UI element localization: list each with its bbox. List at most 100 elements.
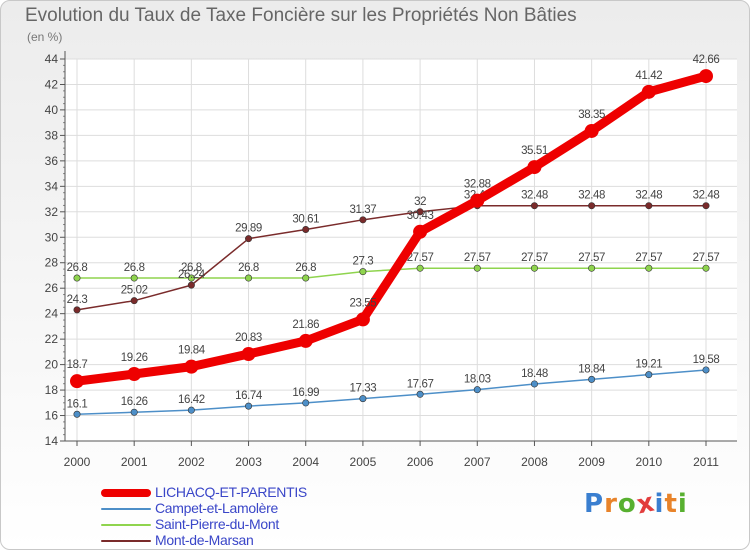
data-label: 16.1	[67, 398, 88, 410]
y-tick-label: 18	[45, 383, 59, 397]
data-point	[702, 366, 710, 374]
data-point	[530, 264, 538, 272]
data-point	[416, 208, 424, 216]
logo-letter: i	[654, 489, 665, 519]
logo-letter: o	[617, 489, 637, 519]
data-point	[73, 410, 81, 418]
data-point	[473, 386, 481, 394]
data-point	[645, 202, 653, 210]
x-tick-label: 2011	[693, 455, 719, 469]
data-label: 18.48	[521, 368, 548, 380]
data-label: 23.55	[350, 297, 377, 309]
legend-swatch	[101, 508, 151, 510]
x-tick-label: 2009	[578, 455, 605, 469]
legend-label: Mont-de-Marsan	[155, 532, 254, 548]
y-tick-label: 38	[45, 128, 59, 142]
legend-swatch	[101, 524, 151, 526]
data-point	[530, 202, 538, 210]
chart-title: Evolution du Taux de Taxe Foncière sur l…	[25, 5, 577, 26]
legend-entry: Mont-de-Marsan	[101, 532, 401, 549]
data-point	[527, 160, 542, 175]
legend-entry: LICHACQ-ET-PARENTIS	[101, 484, 401, 501]
data-label: 32.48	[635, 190, 662, 202]
data-point	[302, 225, 310, 233]
data-point	[130, 297, 138, 305]
data-point	[645, 371, 653, 379]
plot-area	[65, 59, 737, 441]
y-tick-label: 26	[45, 281, 59, 295]
data-label: 27.57	[693, 252, 720, 264]
legend-swatch	[101, 489, 151, 497]
x-tick-label: 2002	[178, 455, 205, 469]
data-point	[187, 281, 195, 289]
x-tick-label: 2008	[521, 455, 548, 469]
data-point	[584, 123, 599, 138]
data-label: 16.42	[178, 394, 205, 406]
x-tick-label: 2003	[235, 455, 262, 469]
data-label: 26.8	[67, 262, 88, 274]
data-label: 26.8	[238, 262, 259, 274]
data-point	[187, 406, 195, 414]
data-point	[73, 306, 81, 314]
data-label: 27.57	[635, 252, 662, 264]
data-label: 26.8	[295, 262, 316, 274]
data-point	[127, 367, 142, 382]
data-label: 17.67	[407, 378, 434, 390]
data-point	[359, 216, 367, 224]
data-point	[184, 359, 199, 374]
data-label: 17.33	[350, 383, 377, 395]
data-label: 32.88	[464, 179, 491, 191]
y-tick-label: 20	[45, 358, 59, 372]
logo-letter: r	[604, 489, 618, 519]
data-point	[245, 402, 253, 410]
data-label: 19.21	[635, 359, 662, 371]
data-label: 41.42	[635, 70, 662, 82]
unit-label: (en %)	[27, 30, 63, 44]
data-point	[245, 235, 253, 243]
y-tick-label: 40	[45, 103, 59, 117]
data-point	[359, 395, 367, 403]
data-point	[413, 224, 428, 239]
data-label: 18.84	[578, 363, 606, 375]
data-label: 30.43	[407, 210, 434, 222]
data-point	[241, 347, 256, 362]
y-tick-label: 44	[45, 52, 59, 66]
legend-label: Saint-Pierre-du-Mont	[155, 516, 279, 532]
data-point	[588, 202, 596, 210]
data-point	[416, 390, 424, 398]
data-label: 26.8	[124, 262, 145, 274]
data-label: 16.99	[292, 387, 319, 399]
series-line	[76, 204, 707, 311]
legend-label: LICHACQ-ET-PARENTIS	[155, 484, 307, 500]
data-label: 27.57	[407, 252, 434, 264]
logo-letter: i	[677, 489, 688, 519]
logo-letter: P	[584, 489, 605, 519]
data-point	[416, 264, 424, 272]
data-point	[473, 264, 481, 272]
y-tick-label: 16	[45, 409, 59, 423]
data-label: 27.57	[578, 252, 605, 264]
data-label: 18.03	[464, 374, 491, 386]
data-point	[130, 274, 138, 282]
x-tick-label: 2004	[292, 455, 319, 469]
data-label: 32.48	[578, 190, 605, 202]
data-point	[245, 274, 253, 282]
x-tick-label: 2006	[407, 455, 434, 469]
y-tick-label: 32	[45, 205, 59, 219]
series-line	[72, 71, 711, 386]
data-point	[702, 264, 710, 272]
data-label: 31.37	[350, 204, 377, 216]
data-point	[73, 274, 81, 282]
data-label: 26.24	[178, 269, 206, 281]
data-label: 32	[414, 196, 426, 208]
data-point	[70, 374, 84, 389]
logo-letter: t	[664, 489, 678, 519]
data-point	[588, 264, 596, 272]
y-tick-label: 28	[45, 256, 59, 270]
x-tick-label: 2005	[350, 455, 377, 469]
y-tick-label: 14	[45, 434, 59, 448]
y-tick-label: 22	[45, 332, 59, 346]
y-tick-label: 42	[45, 77, 59, 91]
data-point	[359, 268, 367, 276]
data-label: 19.84	[178, 345, 206, 357]
